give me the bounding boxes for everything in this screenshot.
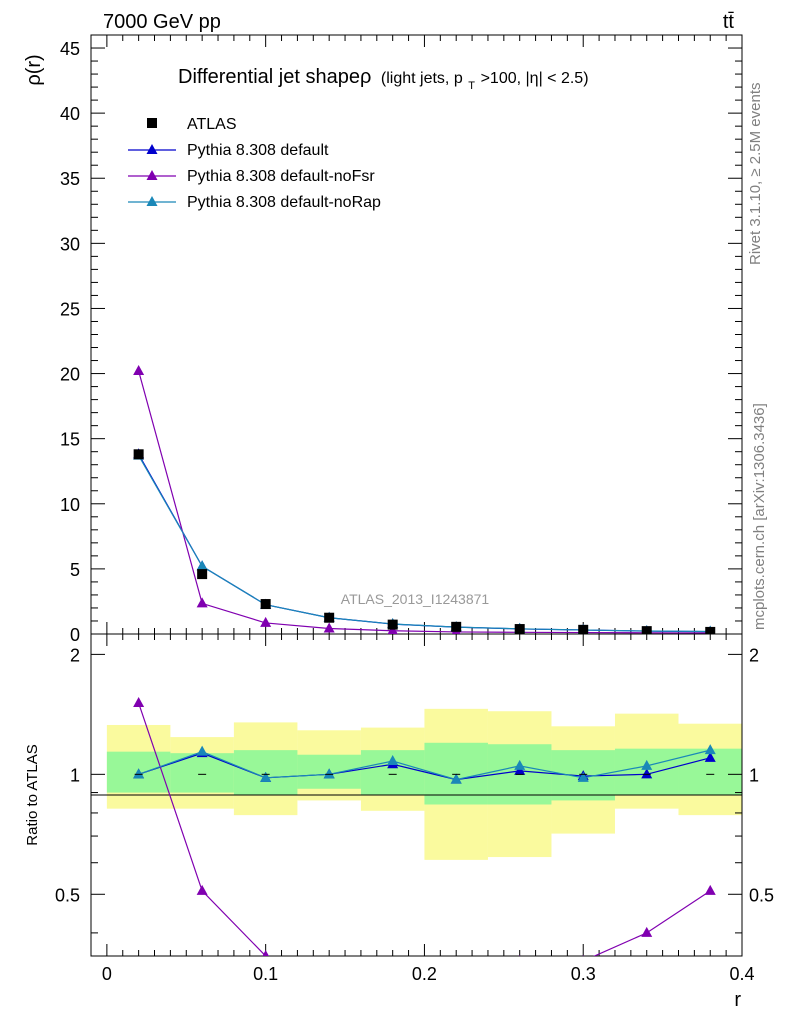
- point-atlas: [197, 569, 208, 580]
- mcplots-label: mcplots.cern.ch [arXiv:1306.3436]: [751, 403, 768, 630]
- point-pythia-8-308-default-norap: [196, 560, 208, 571]
- point-pythia-8-308-default-nofsr: [641, 926, 653, 937]
- tick-labels: 0 0.1 0.2 0.3 0.4 0 5 10 15 20 25 30 35 40 45 0.5 0.5 1 1 2…: [55, 39, 774, 984]
- point-pythia-8-308-default-nofsr: [387, 966, 398, 976]
- point-atlas: [641, 626, 652, 634]
- point-pythia-8-308-default-nofsr: [262, 950, 269, 956]
- ratio-series: [133, 697, 716, 987]
- point-atlas: [133, 449, 144, 460]
- point-pythia-8-308-default-nofsr: [582, 955, 584, 956]
- point-pythia-8-308-default-norap: [450, 773, 462, 784]
- y-tick-label: 25: [60, 299, 80, 319]
- point-atlas: [514, 624, 525, 634]
- point-pythia-8-308-default: [514, 764, 526, 775]
- xlabel: r: [734, 989, 741, 1011]
- x-tick-label: 0.1: [253, 964, 278, 984]
- legend-title-sub-prefix: (light jets, p: [381, 70, 463, 87]
- series-line-pythia-8-308-default-norap: [138, 455, 711, 633]
- point-pythia-8-308-default-norap: [704, 744, 716, 755]
- analysis-watermark: ATLAS_2013_I1243871: [341, 591, 490, 607]
- legend-marker-nofsr: [146, 170, 158, 180]
- y-tick-label: 15: [60, 430, 80, 450]
- point-pythia-8-308-default-nofsr: [323, 622, 335, 633]
- y-tick-label: 0: [70, 625, 80, 645]
- point-pythia-8-308-default-nofsr: [133, 697, 145, 708]
- y-tick-label: 1: [70, 765, 80, 785]
- series-line-pythia-8-308-default: [138, 752, 711, 781]
- legend-marker-default: [146, 144, 158, 154]
- point-pythia-8-308-default-norap: [196, 745, 208, 756]
- y-tick-label: 35: [60, 169, 80, 189]
- rivet-label: Rivet 3.1.10, ≥ 2.5M events: [747, 83, 764, 266]
- y-tick-label: 20: [60, 365, 80, 385]
- series-line-pythia-8-308-default-norap: [138, 749, 711, 781]
- x-tick-label: 0.2: [412, 964, 437, 984]
- point-atlas: [324, 612, 335, 623]
- point-pythia-8-308-default-norap: [260, 771, 272, 782]
- legend-label-nofsr: Pythia 8.308 default-noFsr: [187, 168, 375, 185]
- x-tick-label: 0: [102, 964, 112, 984]
- y-tick-label: 10: [60, 495, 80, 515]
- legend-entry-nofsr: Pythia 8.308 default-noFsr: [128, 168, 375, 185]
- main-series: [133, 364, 716, 634]
- point-pythia-8-308-default-norap: [323, 768, 335, 779]
- legend-title: Differential jet shapeρ (light jets, p T…: [178, 66, 589, 94]
- y-tick-label: 40: [60, 104, 80, 124]
- legend-title-main: Differential jet shapeρ: [178, 66, 371, 88]
- y-tick-label-right: 2: [749, 645, 759, 665]
- ratio-ylabel: Ratio to ATLAS: [24, 744, 41, 845]
- point-pythia-8-308-default-nofsr: [704, 884, 716, 895]
- legend-entry-default: Pythia 8.308 default: [128, 142, 329, 159]
- point-atlas: [451, 621, 462, 632]
- legend-title-sub-subscript: T: [468, 80, 475, 92]
- y-tick-label: 5: [70, 560, 80, 580]
- point-pythia-8-308-default-nofsr: [133, 364, 145, 375]
- point-pythia-8-308-default-norap: [387, 755, 399, 766]
- y-tick-label: 45: [60, 39, 80, 59]
- series-line-pythia-8-308-default-nofsr: [138, 370, 711, 634]
- point-atlas: [705, 626, 716, 634]
- y-tick-label-right: 1: [749, 765, 759, 785]
- point-pythia-8-308-default-norap: [133, 768, 145, 779]
- point-atlas: [260, 599, 271, 610]
- legend-marker-norap: [146, 196, 158, 206]
- y-tick-label: 0.5: [55, 885, 80, 905]
- legend-entry-atlas: ATLAS: [147, 116, 237, 133]
- uncertainty-bands: [106, 708, 742, 860]
- point-pythia-8-308-default-nofsr: [451, 977, 462, 987]
- legend-title-sub-suffix: >100, |η| < 2.5): [481, 70, 589, 87]
- point-pythia-8-308-default-nofsr: [260, 616, 272, 627]
- legend: ATLAS Pythia 8.308 default Pythia 8.308 …: [128, 116, 381, 211]
- point-pythia-8-308-default-norap: [514, 759, 526, 770]
- y-tick-label-right: 0.5: [749, 885, 774, 905]
- x-tick-label: 0.3: [571, 964, 596, 984]
- point-pythia-8-308-default-nofsr: [324, 966, 335, 976]
- series-line-pythia-8-308-default-nofsr: [138, 702, 711, 956]
- point-atlas: [578, 624, 589, 634]
- energy-label: 7000 GeV pp: [103, 11, 221, 33]
- point-pythia-8-308-default-norap: [641, 759, 653, 770]
- point-pythia-8-308-default: [641, 768, 653, 779]
- point-pythia-8-308-default-nofsr: [196, 884, 208, 895]
- y-tick-label: 30: [60, 234, 80, 254]
- point-pythia-8-308-default-nofsr: [196, 597, 208, 608]
- legend-label-default: Pythia 8.308 default: [187, 142, 329, 159]
- main-ylabel: ρ(r): [23, 54, 45, 85]
- point-atlas: [387, 619, 398, 630]
- point-pythia-8-308-default-nofsr: [519, 955, 521, 956]
- x-tick-label: 0.4: [729, 964, 754, 984]
- legend-label-norap: Pythia 8.308 default-noRap: [187, 194, 381, 211]
- y-tick-label: 2: [70, 645, 80, 665]
- point-pythia-8-308-default: [704, 751, 716, 762]
- point-pythia-8-308-default-norap: [577, 771, 589, 782]
- legend-label-atlas: ATLAS: [187, 116, 237, 133]
- legend-marker-atlas: [147, 118, 157, 128]
- process-label: tt̄: [723, 11, 735, 33]
- legend-entry-norap: Pythia 8.308 default-noRap: [128, 194, 381, 211]
